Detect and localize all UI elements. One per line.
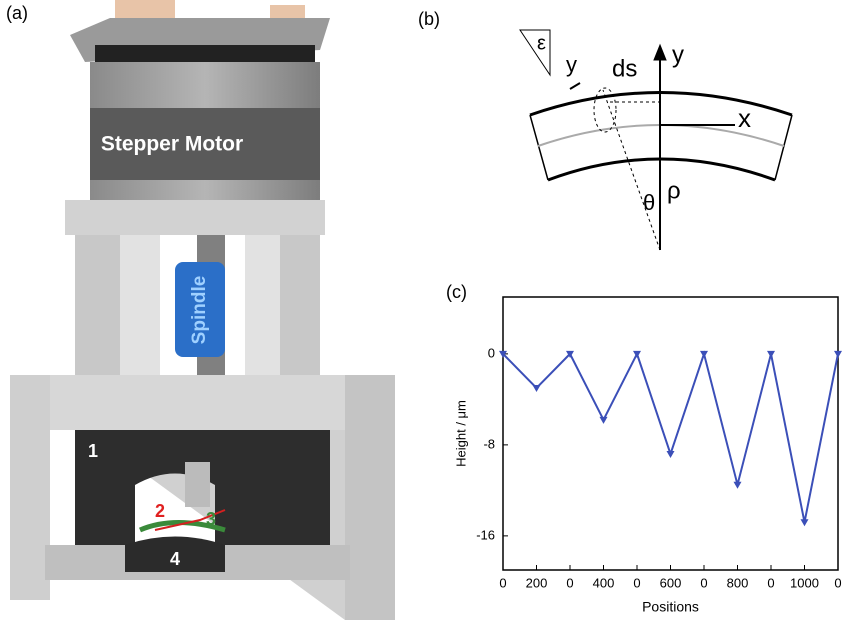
device-render (10, 0, 395, 620)
x-tick-label: 800 (727, 575, 749, 590)
data-point (767, 350, 775, 358)
symbol: ρ (667, 177, 681, 204)
symbol: θ (643, 190, 655, 215)
part-label: 1 (88, 441, 98, 461)
panel-label: (a) (6, 3, 28, 23)
x-tick-label: 0 (633, 575, 640, 590)
y-tick-label: 0 (488, 345, 495, 360)
data-point (666, 450, 675, 458)
y-tick-label: -16 (476, 527, 495, 542)
symbol: x (738, 103, 751, 133)
symbol: ε (537, 32, 546, 54)
x-tick-label: 0 (767, 575, 774, 590)
beam-diagram (519, 29, 793, 251)
motor-label: Stepper Motor (101, 133, 243, 156)
data-point (700, 350, 708, 358)
x-tick-label: 1000 (790, 575, 819, 590)
x-tick-label: 600 (660, 575, 682, 590)
data-point (733, 481, 742, 489)
part-label: 3 (206, 509, 216, 529)
x-tick-label: 0 (700, 575, 707, 590)
data-point (599, 416, 608, 424)
data-point (532, 385, 541, 392)
panel-label: (b) (418, 9, 440, 29)
panel-label: (c) (446, 282, 467, 302)
data-point (834, 350, 842, 358)
spindle-label: Spindle (189, 276, 210, 345)
data-point (499, 350, 507, 358)
symbol: y (566, 52, 577, 77)
part-label: 2 (155, 501, 165, 521)
x-axis-title: Positions (642, 599, 699, 615)
x-tick-label: 200 (526, 575, 548, 590)
x-tick-label: 400 (593, 575, 615, 590)
y-tick-label: -8 (483, 436, 495, 451)
part-label: 4 (170, 549, 180, 569)
data-point (800, 519, 809, 527)
data-point (566, 350, 574, 358)
symbol: y (672, 41, 684, 68)
symbol: ds (612, 55, 637, 82)
data-point (633, 350, 641, 358)
chart: 0-8-160 200 0 400 0 600 0 800 0 1000 0PositionsHei… (453, 296, 842, 615)
y-axis-title: Height / μm (453, 400, 468, 467)
x-tick-label: 0 (499, 575, 506, 590)
x-tick-label: 0 (566, 575, 573, 590)
data-line (502, 350, 839, 523)
x-tick-label: 0 (834, 575, 841, 590)
